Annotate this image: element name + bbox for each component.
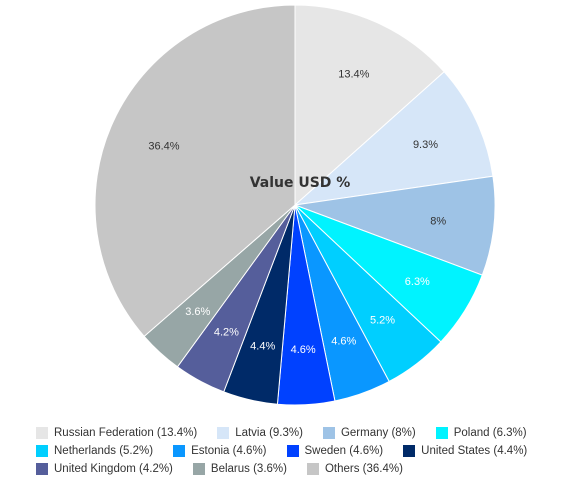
legend-label: Poland (6.3%) <box>453 427 527 439</box>
pie-chart-svg: 13.4% 9.3% 8% 6.3% 5.2% 4.6% 4.6% 4.4% 4.2% 3.6% 3… <box>94 4 496 406</box>
legend-swatch <box>192 463 205 475</box>
legend-swatch <box>286 445 299 457</box>
legend-item-russian-federation: Russian Federation (13.4%) <box>36 427 197 439</box>
legend-label: Estonia (4.6%) <box>191 445 267 457</box>
slice-label-estonia: 4.6% <box>331 335 356 347</box>
legend-swatch <box>173 445 186 457</box>
pie-slice-russian-federation <box>294 4 445 207</box>
pie-slice-latvia <box>293 71 494 206</box>
legend-row: United Kingdom (4.2%) Belarus (3.6%) Other… <box>36 460 576 478</box>
legend-label: Sweden (4.6%) <box>304 445 384 457</box>
slice-label-united-kingdom: 4.2% <box>214 327 239 339</box>
legend-swatch <box>403 445 416 457</box>
slice-label-sweden: 4.6% <box>291 344 316 356</box>
legend-item-others: Others (36.4%) <box>306 463 403 475</box>
slice-label-belarus: 3.6% <box>185 306 210 318</box>
legend-swatch <box>322 427 335 439</box>
chart-legend: Russian Federation (13.4%) Latvia (9.3%) G… <box>36 424 576 478</box>
pie-slice-labels: 13.4% 9.3% 8% 6.3% 5.2% 4.6% 4.6% 4.4% 4.2% 3.6% 3… <box>148 69 446 356</box>
slice-label-russian-federation: 13.4% <box>338 69 369 81</box>
legend-label: United States (4.4%) <box>421 445 528 457</box>
legend-label: Others (36.4%) <box>324 463 403 475</box>
pie-slice-others <box>94 4 296 338</box>
pie-slice-germany <box>294 175 496 276</box>
legend-item-estonia: Estonia (4.6%) <box>173 445 267 457</box>
legend-swatch <box>306 463 319 475</box>
slice-label-germany: 8% <box>430 215 446 227</box>
legend-swatch <box>36 445 48 457</box>
pie-slices <box>94 4 496 406</box>
legend-swatch <box>36 463 48 475</box>
legend-item-latvia: Latvia (9.3%) <box>217 427 303 439</box>
slice-label-poland: 6.3% <box>405 276 430 288</box>
legend-row: Russian Federation (13.4%) Latvia (9.3%) G… <box>36 424 576 442</box>
legend-label: Netherlands (5.2%) <box>54 445 154 457</box>
legend-item-poland: Poland (6.3%) <box>435 427 527 439</box>
legend-item-netherlands: Netherlands (5.2%) <box>36 445 153 457</box>
slice-label-others: 36.4% <box>148 140 179 152</box>
legend-item-united-states: United States (4.4%) <box>403 445 527 457</box>
legend-item-united-kingdom: United Kingdom (4.2%) <box>36 463 173 475</box>
legend-row: Netherlands (5.2%) Estonia (4.6%) Sweden (… <box>36 442 576 460</box>
slice-label-netherlands: 5.2% <box>370 314 395 326</box>
legend-swatch <box>435 427 448 439</box>
legend-label: Germany (8%) <box>340 427 416 439</box>
legend-item-sweden: Sweden (4.6%) <box>286 445 384 457</box>
chart-title: Value USD % <box>250 175 351 191</box>
legend-label: United Kingdom (4.2%) <box>54 463 173 475</box>
slice-label-united-states: 4.4% <box>250 340 275 352</box>
legend-item-germany: Germany (8%) <box>322 427 416 439</box>
legend-label: Russian Federation (13.4%) <box>54 427 198 439</box>
legend-item-belarus: Belarus (3.6%) <box>192 463 287 475</box>
pie-chart: 13.4% 9.3% 8% 6.3% 5.2% 4.6% 4.6% 4.4% 4.2% 3.6% 3… <box>94 4 496 406</box>
legend-label: Belarus (3.6%) <box>210 463 287 475</box>
slice-label-latvia: 9.3% <box>413 139 438 151</box>
legend-label: Latvia (9.3%) <box>235 427 303 439</box>
legend-swatch <box>36 427 48 439</box>
legend-swatch <box>217 427 230 439</box>
